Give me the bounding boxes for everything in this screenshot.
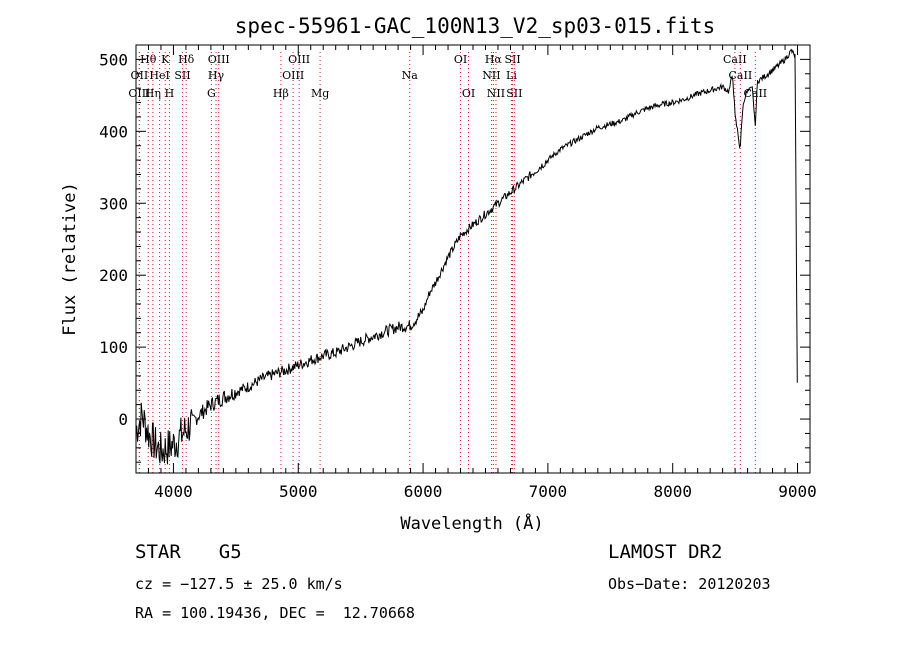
x-tick-label: 6000 (404, 482, 443, 501)
line-label: OI (454, 53, 467, 66)
y-tick-label: 100 (99, 338, 128, 357)
line-label: H (165, 87, 175, 100)
coordinates-label: RA = 100.19436, DEC = 12.70668 (135, 604, 415, 622)
y-tick-label: 0 (118, 410, 128, 429)
chart-title: spec-55961-GAC_100N13_V2_sp03-015.fits (235, 14, 715, 38)
x-axis-label: Wavelength (Å) (400, 512, 543, 534)
line-label: Li (506, 69, 517, 82)
line-label: HeI (149, 69, 169, 82)
line-label: Hη (145, 87, 161, 100)
x-tick-label: 8000 (653, 482, 692, 501)
line-label: CaII (743, 87, 767, 100)
line-label: OIII (208, 53, 230, 66)
line-label: OII (131, 69, 149, 82)
line-label: SII (506, 87, 522, 100)
line-label: K (161, 53, 170, 66)
object-class: STAR G5 (135, 541, 242, 563)
y-axis: 0 100 200 300 400 500 (99, 44, 810, 463)
obs-date-label: Obs−Date: 20120203 (608, 575, 771, 593)
line-label: Hα (485, 53, 503, 66)
x-tick-label: 7000 (529, 482, 568, 501)
y-tick-label: 500 (99, 50, 128, 69)
x-tick-label: 4000 (154, 482, 193, 501)
line-label: Hδ (178, 53, 195, 66)
spectrum-series (135, 48, 798, 465)
x-tick-label: 5000 (279, 482, 318, 501)
line-label: NII (482, 69, 500, 82)
line-label: OIII (288, 53, 310, 66)
x-tick-label: 9000 (778, 482, 817, 501)
line-label: SII (174, 69, 190, 82)
line-label: OIII (128, 87, 150, 100)
x-axis: 4000 5000 6000 7000 8000 9000 (135, 45, 817, 501)
line-label: CaII (723, 53, 747, 66)
line-label: G (207, 87, 216, 100)
plot-frame (135, 44, 811, 474)
line-label: Na (402, 69, 419, 82)
subclass-label: G5 (218, 541, 242, 563)
line-label: Hγ (208, 69, 225, 82)
survey-label: LAMOST DR2 (608, 541, 723, 563)
line-label: OIII (282, 69, 304, 82)
line-label: SII (504, 53, 520, 66)
y-tick-label: 400 (99, 122, 128, 141)
line-label: Mg (311, 87, 329, 100)
y-tick-label: 200 (99, 266, 128, 285)
line-label: OI (462, 87, 475, 100)
redshift-label: cz = −127.5 ± 25.0 km/s (135, 575, 343, 593)
spectrum-line (135, 48, 798, 465)
line-label: NII (487, 87, 505, 100)
y-axis-label: Flux (relative) (60, 182, 80, 336)
y-tick-label: 300 (99, 194, 128, 213)
line-label: CaII (729, 69, 753, 82)
class-label: STAR (135, 541, 181, 563)
line-label: Hβ (273, 87, 289, 100)
